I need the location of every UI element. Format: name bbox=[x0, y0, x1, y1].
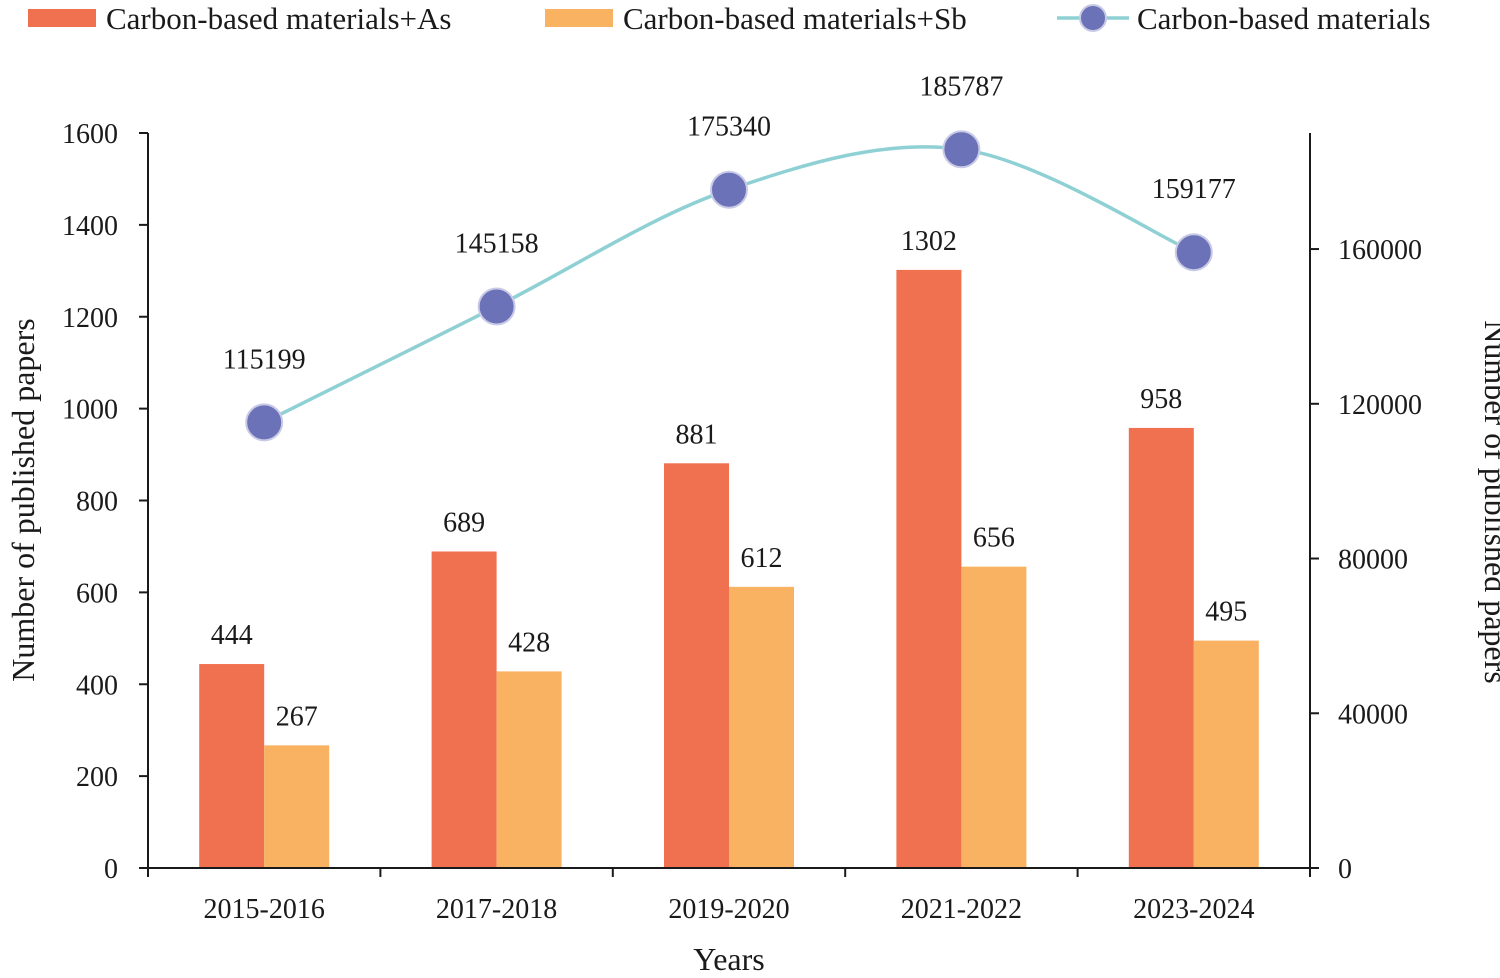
y-left-tick-label: 200 bbox=[76, 762, 118, 793]
line-point-1 bbox=[477, 287, 516, 326]
legend-label-2: Carbon-based materials bbox=[1137, 1, 1431, 36]
y-right-tick-label: 80000 bbox=[1338, 545, 1408, 576]
line-label-4: 159177 bbox=[1152, 174, 1236, 205]
y-right-tick-label: 120000 bbox=[1338, 390, 1422, 421]
bar-sb-3 bbox=[961, 566, 1027, 868]
line-point-2 bbox=[710, 170, 748, 209]
y-left-tick-label: 1000 bbox=[62, 395, 118, 426]
bar-label-sb-3: 656 bbox=[973, 523, 1015, 554]
line-point-4 bbox=[1174, 233, 1213, 272]
bar-label-sb-1: 428 bbox=[508, 627, 550, 658]
legend-swatch-1 bbox=[545, 9, 613, 27]
y-axis-left-title: Number of published papers bbox=[5, 318, 41, 681]
line-point-0 bbox=[245, 403, 284, 442]
x-tick-label: 2017-2018 bbox=[436, 894, 557, 925]
y-axis-right-title: Number of published papers bbox=[1478, 320, 1500, 683]
bar-as-0 bbox=[199, 664, 265, 868]
bar-label-as-4: 958 bbox=[1140, 384, 1182, 415]
bar-label-sb-2: 612 bbox=[741, 543, 783, 574]
bar-sb-0 bbox=[264, 745, 330, 868]
legend: Carbon-based materials+As Carbon-based ma… bbox=[28, 1, 1431, 36]
data-labels: 444 689 881 1302 958 267 428 612 656 495 115199 145… bbox=[211, 71, 1248, 732]
line-series bbox=[245, 130, 1213, 442]
x-tick-label: 2019-2020 bbox=[668, 894, 789, 925]
bar-sb-1 bbox=[496, 671, 562, 868]
bar-as-2 bbox=[664, 463, 729, 868]
y-right-tick-label: 40000 bbox=[1338, 699, 1408, 730]
y-right-tick-label: 0 bbox=[1338, 854, 1352, 885]
bar-as-1 bbox=[431, 551, 497, 868]
bars bbox=[199, 269, 1259, 868]
line-label-3: 185787 bbox=[919, 71, 1003, 102]
x-axis-title: Years bbox=[693, 941, 764, 977]
bar-label-as-3: 1302 bbox=[901, 226, 957, 257]
bar-sb-4 bbox=[1193, 640, 1259, 868]
bar-label-as-2: 881 bbox=[676, 419, 718, 450]
y-left-tick-label: 1400 bbox=[62, 211, 118, 242]
y-left-tick-label: 800 bbox=[76, 487, 118, 518]
y-left-tick-label: 0 bbox=[104, 854, 118, 885]
y-right-tick-label: 160000 bbox=[1338, 235, 1422, 266]
x-tick-label: 2015-2016 bbox=[204, 894, 325, 925]
y-left-tick-label: 400 bbox=[76, 670, 118, 701]
line-label-2: 175340 bbox=[687, 112, 771, 143]
legend-swatch-0 bbox=[28, 9, 96, 27]
line-label-1: 145158 bbox=[455, 228, 539, 259]
axes: 0 200 400 600 800 1000 1200 1400 1600 0 40000 80000… bbox=[62, 119, 1422, 925]
bar-label-sb-4: 495 bbox=[1205, 597, 1247, 628]
bar-sb-2 bbox=[729, 586, 794, 868]
legend-label-1: Carbon-based materials+Sb bbox=[623, 1, 967, 36]
line-point-3 bbox=[942, 130, 981, 169]
bar-label-sb-0: 267 bbox=[276, 701, 318, 732]
bar-label-as-0: 444 bbox=[211, 620, 253, 651]
bar-as-3 bbox=[896, 269, 962, 868]
legend-label-0: Carbon-based materials+As bbox=[106, 1, 451, 36]
line-label-0: 115199 bbox=[223, 344, 306, 375]
bar-label-as-1: 689 bbox=[443, 507, 485, 538]
y-left-tick-label: 1600 bbox=[62, 119, 118, 150]
legend-marker-2 bbox=[1079, 4, 1107, 32]
x-tick-label: 2023-2024 bbox=[1133, 894, 1254, 925]
x-tick-label: 2021-2022 bbox=[901, 894, 1022, 925]
y-left-tick-label: 600 bbox=[76, 578, 118, 609]
y-left-tick-label: 1200 bbox=[62, 303, 118, 334]
bar-as-4 bbox=[1128, 427, 1194, 868]
